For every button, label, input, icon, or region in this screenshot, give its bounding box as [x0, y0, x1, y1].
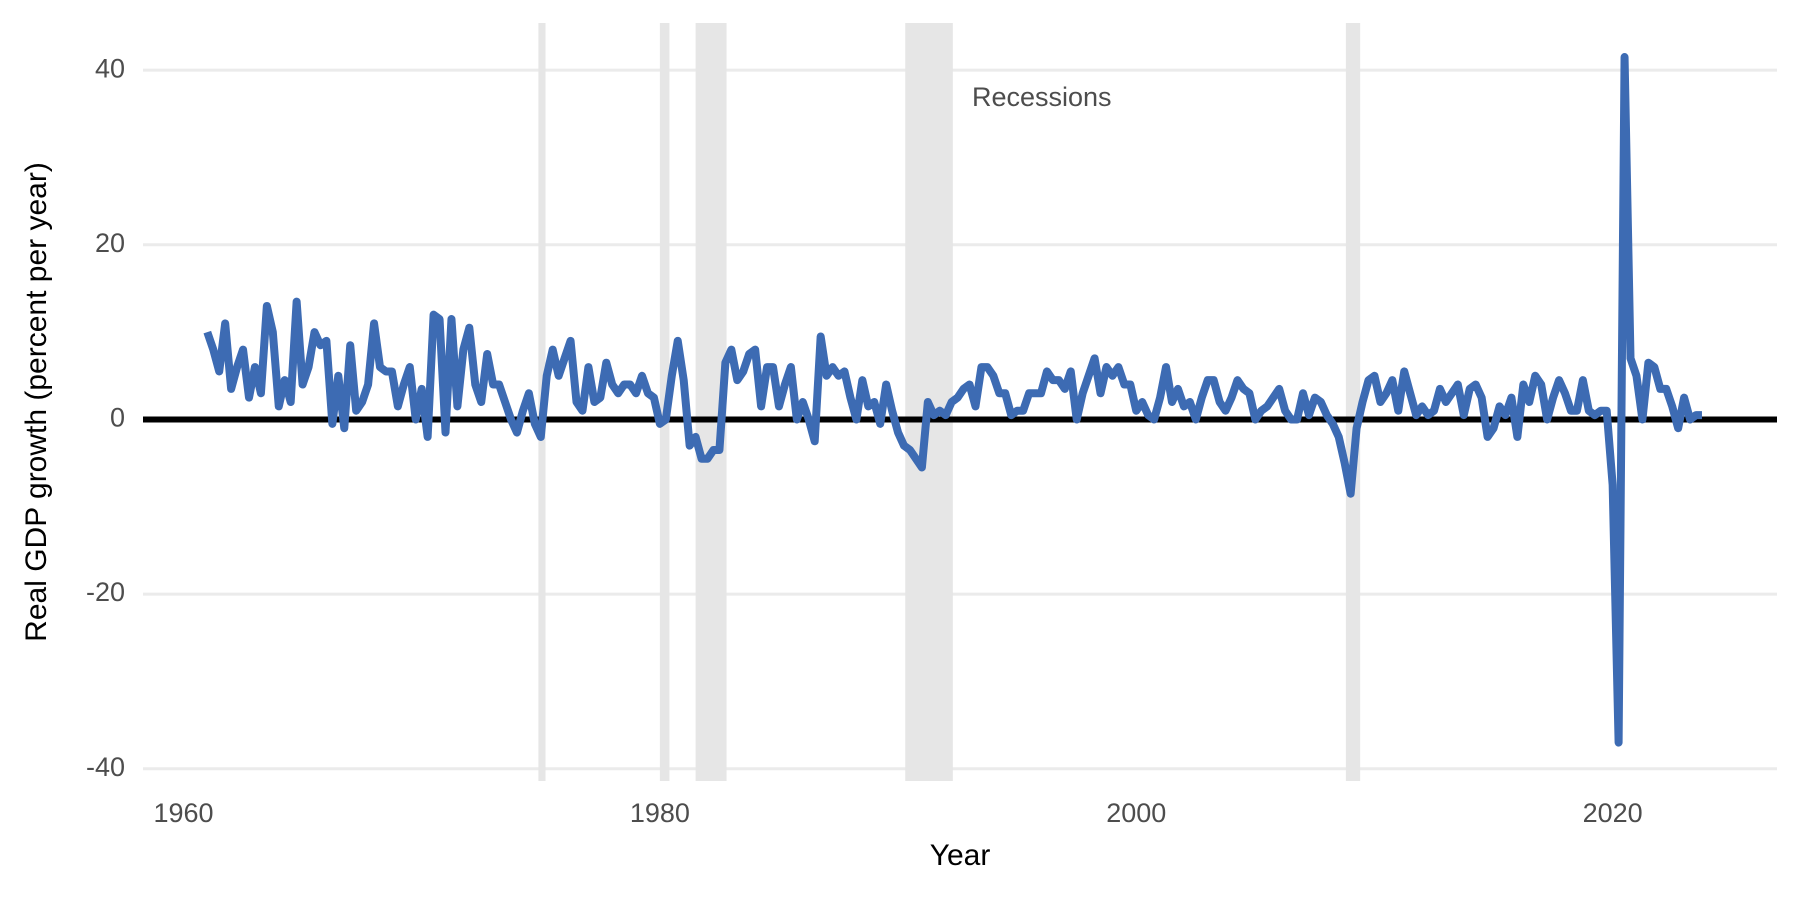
x-axis-title: Year	[930, 839, 991, 872]
x-tick-label: 1980	[630, 798, 690, 828]
recession-band	[1345, 23, 1361, 781]
y-axis-title: Real GDP growth (percent per year)	[20, 162, 53, 642]
y-tick-label: -20	[86, 577, 125, 607]
y-tick-label: 0	[110, 403, 125, 433]
x-tick-label: 2000	[1106, 798, 1166, 828]
y-tick-label: -40	[86, 752, 125, 782]
x-tick-label: 2020	[1583, 798, 1643, 828]
data-line	[203, 53, 1702, 747]
annotation: Recessions	[972, 82, 1112, 112]
y-tick-label: 20	[95, 228, 125, 258]
x-tick-label: 1960	[153, 798, 213, 828]
y-tick-label: 40	[95, 53, 125, 83]
